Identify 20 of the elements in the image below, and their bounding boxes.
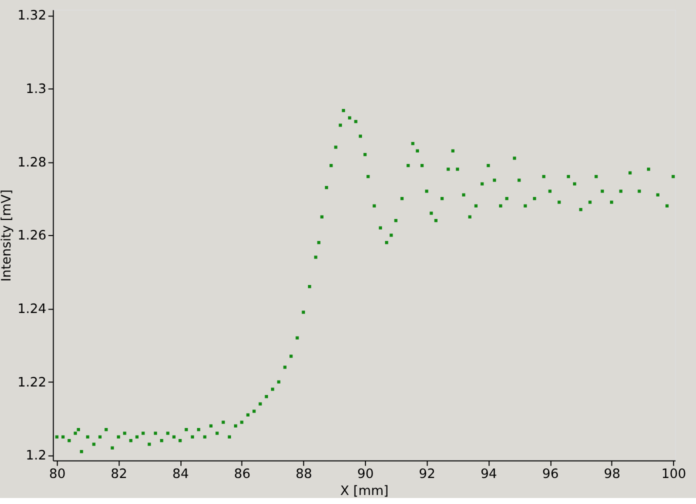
x-tick-label: 88 (296, 466, 312, 482)
y-tick-label: 1.22 (18, 375, 46, 390)
x-tick-label: 90 (357, 466, 374, 482)
y-tick-label: 1.2 (26, 448, 46, 464)
y-tick-label: 1.26 (18, 228, 46, 244)
x-tick-label: 86 (234, 466, 250, 482)
x-tick-label: 80 (49, 466, 66, 482)
x-axis-title: X [mm] (340, 484, 389, 499)
x-tick-label: 94 (480, 466, 498, 482)
x-tick-label: 82 (110, 466, 128, 482)
y-tick-label: 1.28 (18, 155, 46, 170)
y-tick-label: 1.3 (26, 82, 46, 98)
x-tick-label: 98 (604, 466, 620, 482)
x-tick-label: 96 (542, 466, 559, 482)
y-tick-label: 1.32 (18, 8, 46, 24)
y-axis-title: Intensity [mV] (0, 189, 15, 282)
x-tick-label: 100 (661, 466, 686, 482)
y-tick-label: 1.24 (18, 302, 46, 318)
x-tick-label: 92 (418, 466, 436, 482)
x-tick-label: 84 (172, 466, 189, 482)
